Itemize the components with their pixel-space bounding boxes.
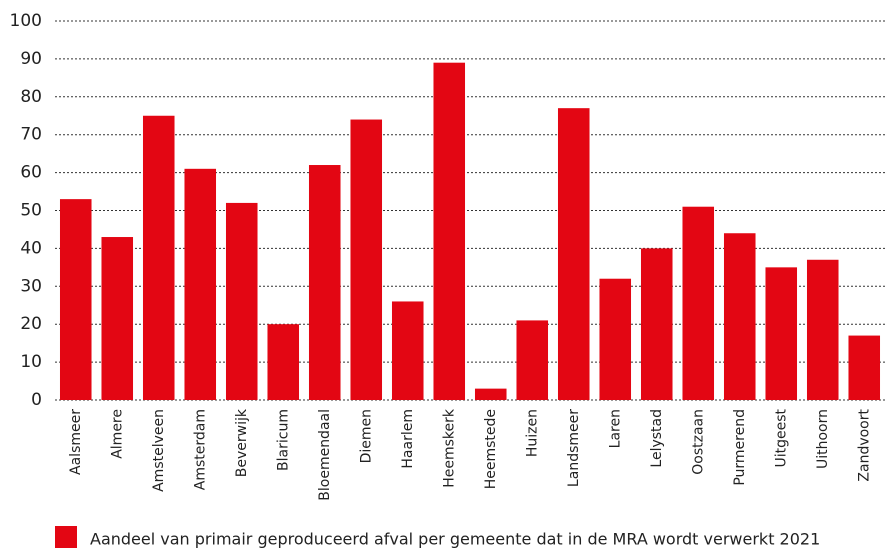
- bar: [59, 199, 92, 400]
- bar: [682, 206, 715, 400]
- bar: [225, 202, 258, 400]
- y-tick-label: 0: [31, 390, 42, 410]
- bar: [350, 119, 383, 400]
- x-tick-label: Bloemendaal: [317, 409, 333, 501]
- bar: [308, 165, 341, 400]
- y-tick-label: 100: [10, 11, 42, 31]
- bar: [599, 278, 632, 400]
- legend-swatch: [55, 526, 77, 548]
- bar: [516, 320, 549, 400]
- bar: [267, 324, 300, 400]
- x-tick-label: Amsterdam: [192, 409, 208, 490]
- y-tick-label: 50: [20, 201, 42, 221]
- x-tick-label: Heemskerk: [441, 408, 457, 488]
- x-tick-label: Uithoorn: [815, 409, 831, 469]
- x-tick-label: Zandvoort: [856, 408, 872, 481]
- y-tick-label: 60: [20, 163, 42, 183]
- x-tick-label: Haarlem: [400, 409, 416, 469]
- x-tick-label: Beverwijk: [234, 408, 250, 477]
- bar: [474, 388, 507, 400]
- bar: [184, 168, 217, 400]
- bar: [433, 62, 466, 400]
- x-tick-label: Oostzaan: [690, 409, 706, 475]
- x-tick-label: Lelystad: [649, 409, 665, 468]
- y-tick-label: 10: [20, 352, 42, 372]
- x-tick-label: Uitgeest: [773, 408, 789, 467]
- x-tick-label: Diemen: [358, 409, 374, 463]
- x-tick-label: Blaricum: [275, 409, 291, 471]
- y-tick-label: 30: [20, 276, 42, 296]
- x-tick-label: Amstelveen: [151, 409, 167, 492]
- y-tick-label: 90: [20, 49, 42, 69]
- x-tick-label: Purmerend: [732, 409, 748, 486]
- y-tick-label: 70: [20, 125, 42, 145]
- x-tick-label: Aalsmeer: [68, 409, 84, 475]
- x-tick-label: Laren: [607, 409, 623, 448]
- x-tick-label: Huizen: [524, 409, 540, 457]
- bar: [101, 237, 134, 400]
- bar: [765, 267, 798, 400]
- bar: [391, 301, 424, 400]
- y-tick-label: 40: [20, 238, 42, 258]
- y-tick-label: 20: [20, 314, 42, 334]
- x-tick-label: Almere: [109, 409, 125, 459]
- bar: [640, 248, 673, 400]
- x-tick-label: Heemstede: [483, 409, 499, 489]
- bar: [142, 115, 175, 400]
- x-tick-label: Landsmeer: [566, 409, 582, 487]
- bar: [806, 259, 839, 400]
- legend-label: Aandeel van primair geproduceerd afval p…: [90, 530, 820, 549]
- bar: [557, 108, 590, 401]
- y-tick-label: 80: [20, 87, 42, 107]
- bar: [848, 335, 881, 400]
- bar: [723, 233, 756, 400]
